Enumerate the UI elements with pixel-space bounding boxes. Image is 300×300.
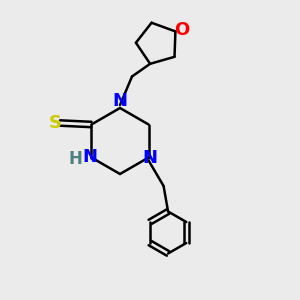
Text: N: N	[82, 148, 98, 166]
Text: N: N	[112, 92, 128, 110]
Text: N: N	[142, 148, 158, 166]
Text: H: H	[69, 150, 83, 168]
Text: O: O	[174, 21, 189, 39]
Text: S: S	[49, 114, 62, 132]
